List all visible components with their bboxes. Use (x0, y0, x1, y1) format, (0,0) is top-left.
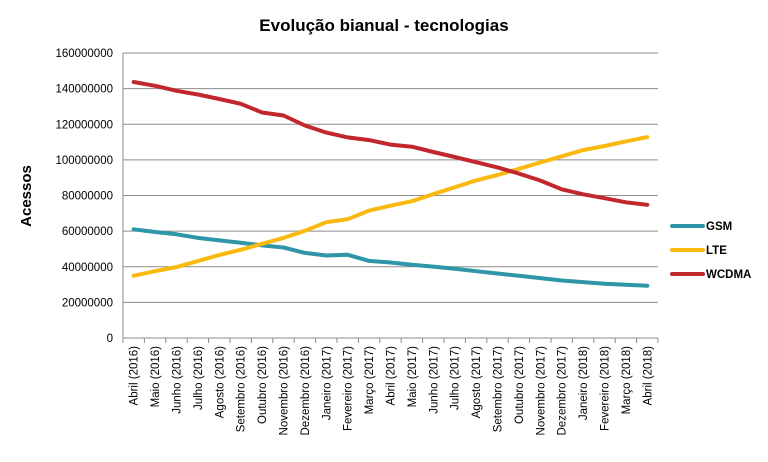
axes (122, 53, 659, 343)
x-tick-label: Fevereiro (2018) (600, 346, 612, 431)
x-tick-label: Abril (2017) (386, 346, 398, 406)
x-tick-label: Julho (2016) (193, 346, 205, 410)
legend: GSM LTE WCDMA (670, 221, 751, 281)
x-tick-labels: Abril (2016) Maio (2016) Junho (2016) Julho… (129, 346, 655, 436)
y-tick-label: 100000000 (55, 155, 113, 167)
y-tick-label: 120000000 (55, 119, 113, 131)
y-tick-label: 160000000 (55, 48, 113, 60)
x-tick-label: Dezembro (2017) (557, 346, 569, 436)
x-tick-label: Agosto (2016) (214, 346, 226, 418)
legend-label-wcdma: WCDMA (706, 269, 751, 281)
x-tick-label: Setembro (2017) (493, 346, 505, 432)
y-tick-labels: 0 20000000 40000000 60000000 80000000 1000000… (55, 48, 113, 345)
series-line-lte (131, 135, 650, 278)
x-tick-label: Abril (2018) (642, 346, 654, 406)
y-tick-label: 0 (107, 333, 113, 345)
x-tick-label: Outubro (2017) (514, 346, 526, 424)
legend-label-gsm: GSM (706, 221, 732, 233)
x-tick-label: Setembro (2016) (236, 346, 248, 432)
series-line-wcdma (131, 80, 650, 207)
x-tick-label: Dezembro (2016) (300, 346, 312, 436)
y-axis-title: Acessos (18, 165, 35, 227)
x-tick-label: Maio (2016) (150, 346, 162, 408)
x-tick-label: Novembro (2017) (535, 346, 547, 436)
series-lines (131, 80, 650, 288)
chart-title: Evolução bianual - tecnologias (259, 16, 508, 35)
x-tick-label: Outubro (2016) (257, 346, 269, 424)
x-tick-label: Agosto (2017) (471, 346, 483, 418)
y-tick-label: 60000000 (62, 226, 113, 238)
x-tick-label: Março (2018) (621, 346, 633, 415)
y-tick-label: 140000000 (55, 84, 113, 96)
x-tick-label: Novembro (2016) (279, 346, 291, 436)
y-tick-label: 20000000 (62, 297, 113, 309)
grid-lines (123, 52, 658, 303)
y-tick-label: 40000000 (62, 262, 113, 274)
x-tick-label: Abril (2016) (129, 346, 141, 406)
x-tick-label: Janeiro (2017) (321, 346, 333, 420)
x-tick-label: Fevereiro (2017) (343, 346, 355, 431)
y-tick-label: 80000000 (62, 191, 113, 203)
x-tick-label: Junho (2016) (172, 346, 184, 414)
x-tick-label: Maio (2017) (407, 346, 419, 408)
x-tick-label: Junho (2017) (428, 346, 440, 414)
legend-label-lte: LTE (706, 245, 727, 257)
x-tick-label: Julho (2017) (450, 346, 462, 410)
x-tick-label: Janeiro (2018) (578, 346, 590, 420)
series-line-gsm (131, 227, 650, 288)
x-tick-label: Março (2017) (364, 346, 376, 415)
